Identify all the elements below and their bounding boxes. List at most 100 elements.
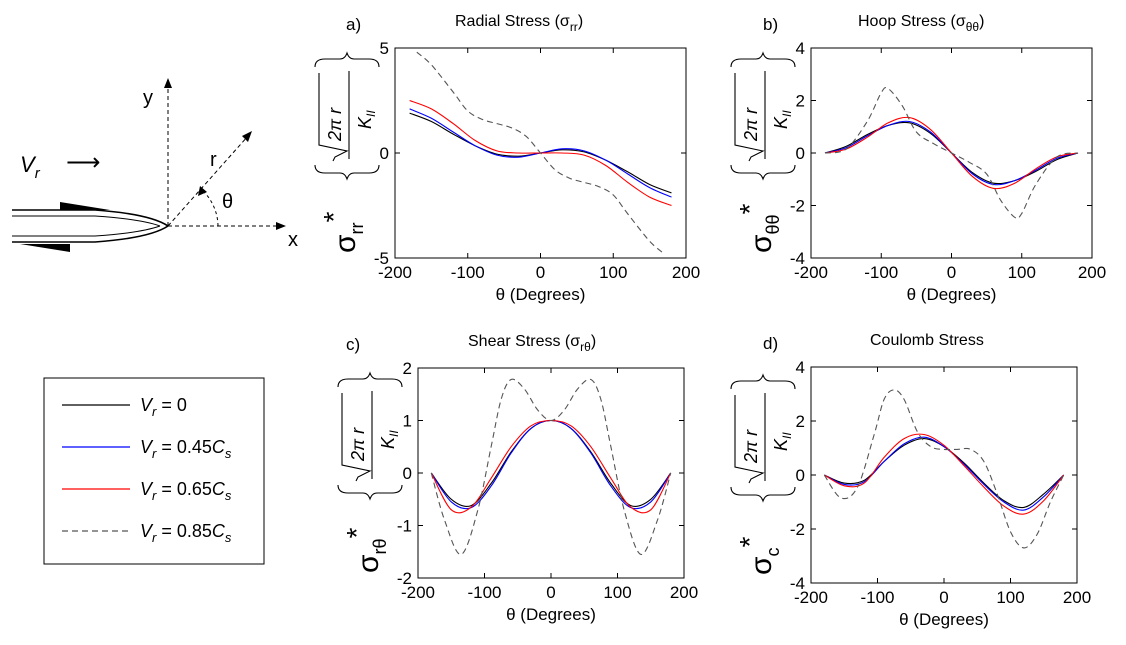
series-line-2 — [824, 433, 1065, 515]
series-line-2 — [430, 419, 672, 514]
y-tick-label: -2 — [790, 520, 805, 539]
series-group — [409, 51, 672, 255]
y-label-right-bracket — [730, 51, 796, 68]
theta-arc — [201, 189, 219, 227]
vr-direction-arrow-icon: ⟶ — [66, 149, 100, 176]
x-tick-label: -100 — [451, 263, 485, 282]
y-label-denominator-sub: II — [364, 110, 378, 117]
panel-title-text: Radial Stress — [455, 13, 550, 30]
y-label-star: * — [734, 536, 765, 547]
crack-upper-face — [12, 209, 169, 227]
x-tick-label: 100 — [996, 588, 1024, 607]
y-axis-label: σrθ* 2π r KII — [337, 371, 403, 573]
y-label-right-bracket — [730, 373, 796, 390]
y-tick-label: 5 — [380, 39, 389, 58]
y-label-denominator: KII — [771, 110, 794, 129]
y-label-denominator-sub: II — [780, 110, 794, 117]
panel-title: Coulomb Stress — [870, 332, 984, 349]
panel-title-symbol: (σ — [550, 13, 570, 30]
series-line-1 — [824, 436, 1065, 511]
y-label-numerator: 2π r — [741, 429, 761, 464]
legend-label-sub: r — [152, 446, 157, 461]
y-label-left-bracket — [314, 164, 380, 181]
legend-label-3: Vr = 0.85Cs — [140, 521, 232, 545]
panel-title-close: ) — [578, 13, 583, 30]
y-label-denominator-k: K — [378, 436, 398, 449]
y-label-sqrt-icon — [341, 393, 372, 482]
x-tick-label: 0 — [546, 583, 555, 602]
panel-title-symbol: (σ — [946, 13, 966, 30]
panel-title-subscript: rr — [570, 20, 578, 34]
panel-b: -200 -100 0 100 200 -4 -2 0 2 4 θ (Degrees) b) Hoop … — [730, 13, 1106, 304]
y-label-denominator-k: K — [771, 438, 791, 451]
x-tick-label: -100 — [864, 263, 898, 282]
series-line-0 — [824, 438, 1065, 509]
y-tick-label: -2 — [790, 197, 805, 216]
legend-label-cs: C — [212, 479, 226, 499]
legend-label-1: Vr = 0.45Cs — [140, 437, 232, 461]
x-tick-label: 0 — [536, 263, 545, 282]
vr-label: Vr — [20, 152, 41, 182]
panel-letter: b) — [763, 15, 778, 34]
x-axis-label: x — [288, 229, 298, 251]
series-line-3 — [824, 86, 1079, 220]
panel-title: Shear Stress (σrθ) — [468, 333, 596, 354]
x-tick-label: 200 — [672, 263, 700, 282]
y-label-star: * — [341, 527, 372, 538]
legend-label-value: = 0.85 — [156, 521, 212, 541]
crack-inner-upper — [12, 215, 161, 227]
y-tick-label: 4 — [796, 39, 805, 58]
y-tick-label: 2 — [796, 92, 805, 111]
y-tick-label: 2 — [796, 412, 805, 431]
y-label-numerator: 2π r — [325, 107, 345, 142]
panel-c: -200 -100 0 100 200 -2 -1 0 1 2 θ (Degrees) c) Shear… — [337, 333, 698, 624]
y-label-sigma: σrθ* — [341, 527, 390, 573]
legend-label-value: = 0.45 — [156, 437, 212, 457]
y-tick-label: 2 — [403, 359, 412, 378]
panel-d: -200 -100 0 100 200 -4 -2 0 2 4 θ (Degrees) d) Coulo… — [730, 332, 1091, 629]
series-group — [823, 389, 1065, 549]
crack-diagram: y x r θ Vr ⟶ — [12, 78, 298, 252]
x-tick-label: 0 — [947, 263, 956, 282]
x-tick-label: 0 — [939, 588, 948, 607]
y-tick-label: 4 — [796, 358, 805, 377]
x-tick-label: 200 — [670, 583, 698, 602]
series-line-3 — [823, 389, 1065, 549]
y-tick-label: -2 — [397, 569, 412, 588]
legend-label-v: V — [140, 395, 154, 415]
x-tick-label: -200 — [401, 583, 435, 602]
panel-a: -200 -100 0 100 200 -5 0 5 θ (Degrees) a) Radial S… — [314, 13, 700, 304]
x-tick-label: -200 — [794, 588, 828, 607]
legend-label-cs-sub: s — [225, 488, 232, 503]
y-label-sigma-symbol: σ — [329, 234, 362, 253]
plot-frame — [810, 366, 1078, 584]
series-group — [430, 378, 672, 555]
x-tick-label: -200 — [378, 263, 412, 282]
y-tick-label: 0 — [403, 464, 412, 483]
x-tick-label: 200 — [1063, 588, 1091, 607]
panel-title-subscript: θθ — [966, 20, 980, 34]
y-axis-label: y — [143, 87, 153, 109]
y-label-sqrt-icon — [734, 73, 765, 162]
crack-inner-lower — [12, 225, 161, 237]
y-tick-label: -1 — [397, 517, 412, 536]
x-tick-label: -100 — [860, 588, 894, 607]
legend-label-cs: C — [212, 521, 226, 541]
series-group — [824, 86, 1079, 220]
y-tick-label: -4 — [790, 249, 805, 268]
y-label-right-bracket — [337, 371, 403, 388]
legend-label-v: V — [140, 479, 154, 499]
y-label-denominator-k: K — [355, 116, 375, 129]
series-line-1 — [430, 419, 672, 510]
y-label-sigma-symbol: σ — [352, 554, 385, 573]
legend-label-sub: r — [152, 404, 157, 419]
y-label-sigma-sub: c — [763, 547, 783, 556]
y-label-denominator: KII — [355, 110, 378, 129]
y-label-sigma-sub: θθ — [763, 214, 783, 234]
y-label-left-bracket — [337, 484, 403, 501]
y-label-left-bracket — [730, 486, 796, 503]
y-tick-label: 0 — [380, 144, 389, 163]
